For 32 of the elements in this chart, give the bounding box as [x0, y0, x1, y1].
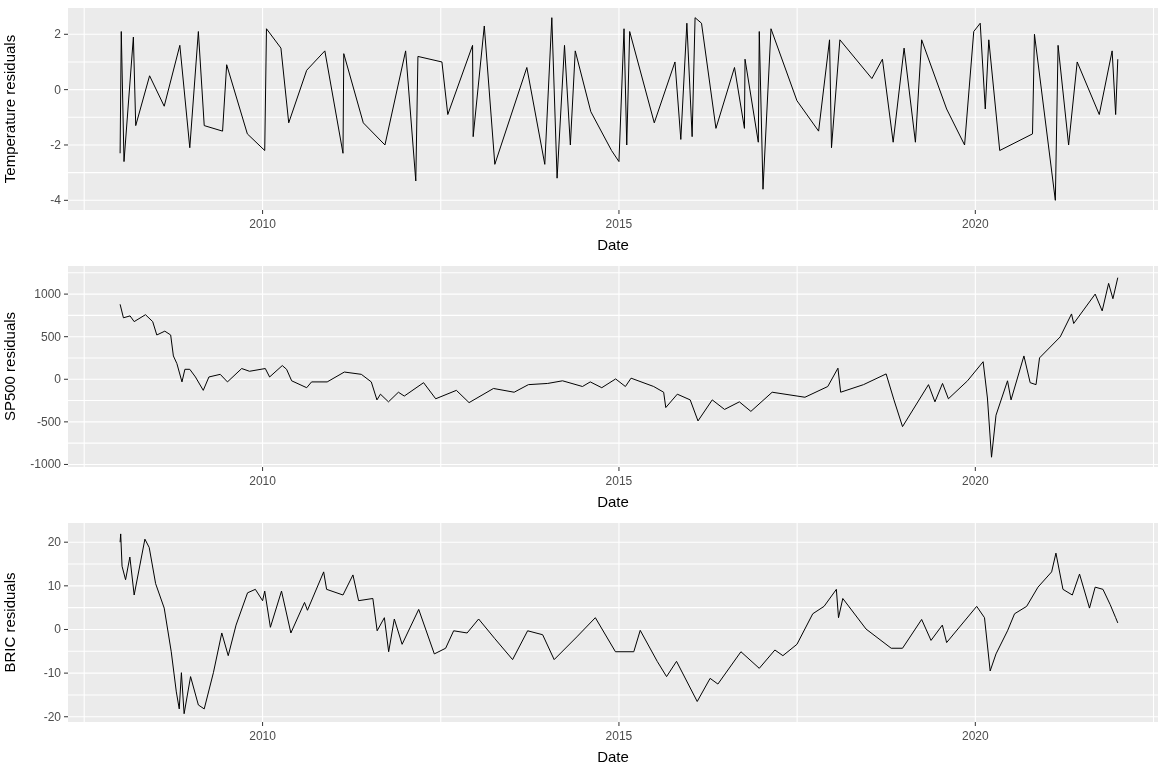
line-series: [119, 277, 1119, 458]
x-axis-title: Date: [597, 236, 629, 253]
x-axis-title: Date: [597, 748, 629, 765]
x-tick-label: 2015: [605, 217, 633, 231]
y-tick-label: 0: [54, 372, 62, 387]
y-tick-label: 500: [40, 329, 62, 344]
y-tick-label: 0: [54, 82, 62, 97]
y-axis-title: Temperature residuals: [1, 34, 19, 184]
x-tick-label: 2010: [249, 217, 277, 231]
x-tick-label: 2020: [961, 729, 989, 743]
y-tick-label: 10: [47, 578, 62, 593]
y-tick-label: 20: [47, 535, 62, 550]
line-series: [119, 533, 1119, 715]
x-tick-label: 2020: [961, 217, 989, 231]
y-tick-label: -500: [36, 414, 62, 429]
y-tick-label: -20: [43, 709, 62, 724]
y-tick-label: 0: [54, 622, 62, 637]
y-axis-title: BRIC residuals: [1, 572, 19, 673]
y-tick-label: 2: [54, 27, 62, 42]
line-series: [119, 17, 1119, 201]
x-tick-label: 2015: [605, 729, 633, 743]
x-tick-label: 2020: [961, 474, 989, 488]
y-tick-label: -1000: [30, 457, 62, 472]
y-axis-title: SP500 residuals: [1, 311, 19, 422]
x-axis-title: Date: [597, 493, 629, 510]
y-tick-label: -10: [43, 666, 62, 681]
y-tick-label: -2: [50, 137, 62, 152]
x-tick-label: 2010: [249, 474, 277, 488]
y-tick-label: 1000: [34, 287, 62, 302]
x-tick-label: 2010: [249, 729, 277, 743]
x-tick-label: 2015: [605, 474, 633, 488]
y-tick-label: -4: [50, 193, 62, 208]
